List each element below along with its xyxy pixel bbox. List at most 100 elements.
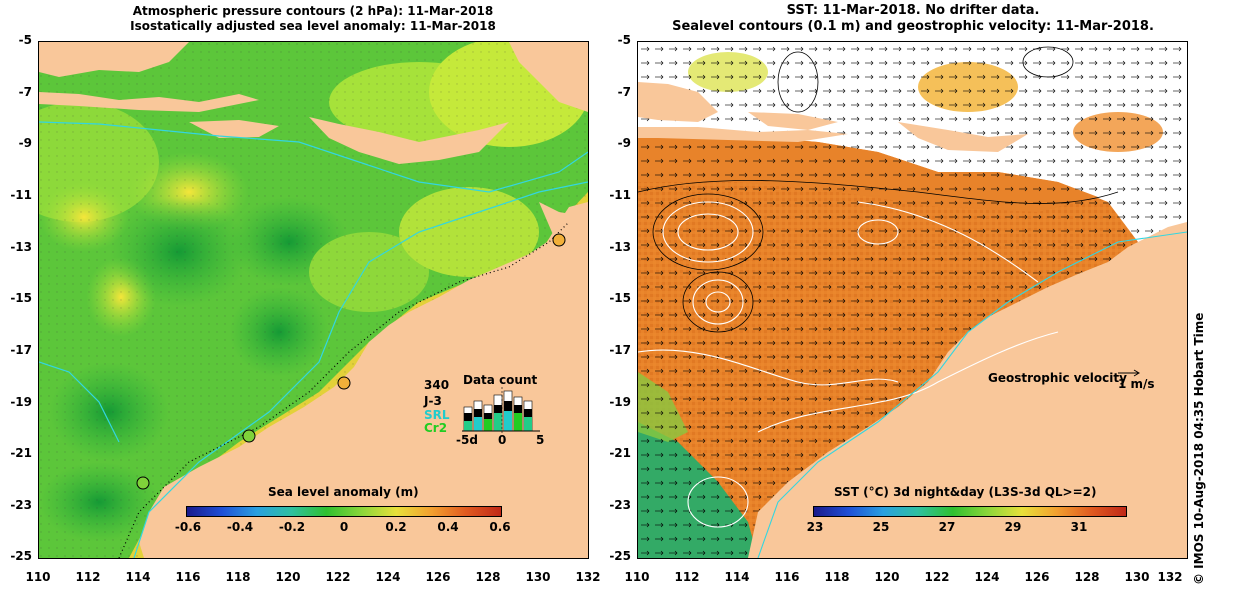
tide-gauge-marker — [242, 429, 256, 443]
tide-gauge-marker — [136, 476, 150, 490]
bathymetry-contour — [39, 361, 120, 443]
x-tick-label: 112 — [674, 570, 700, 584]
imos-credit: © IMOS 10-Aug-2018 04:35 Hobart Time — [1192, 285, 1216, 585]
y-tick-label: -23 — [10, 498, 32, 512]
colorbar-tick: 29 — [1004, 520, 1022, 534]
histogram-tick-minus5d: -5d — [456, 433, 478, 447]
left-title-line1: Atmospheric pressure contours (2 hPa): 1… — [132, 4, 494, 18]
x-tick-label: 124 — [974, 570, 1000, 584]
australia-land — [139, 202, 588, 558]
y-tick-label: -13 — [609, 240, 631, 254]
colorbar-tick: 27 — [938, 520, 956, 534]
velocity-streamlines — [638, 46, 1119, 333]
x-tick-label: 120 — [275, 570, 301, 584]
java-land — [638, 82, 718, 122]
x-tick-label: 118 — [225, 570, 251, 584]
y-tick-label: -7 — [18, 85, 32, 99]
sea-level-map — [38, 41, 589, 559]
x-tick-label: 130 — [1124, 570, 1150, 584]
y-tick-label: -25 — [10, 549, 32, 563]
histogram-tick-0: 0 — [498, 433, 507, 447]
y-tick-label: -13 — [10, 240, 32, 254]
geostrophic-velocity-label: Geostrophic velocity — [988, 371, 1127, 385]
satellite-cr2-label: Cr2 — [424, 421, 448, 435]
histogram-tick-5: 5 — [536, 433, 545, 447]
y-tick-label: -15 — [10, 291, 32, 305]
colorbar-tick: -0.4 — [226, 520, 254, 534]
x-tick-label: 126 — [1024, 570, 1050, 584]
tide-gauge-marker — [552, 233, 566, 247]
colorbar-tick: -0.6 — [174, 520, 202, 534]
sst-map-svg — [638, 42, 1187, 558]
coastline-dotted — [118, 221, 570, 558]
bathymetry-contour — [39, 121, 588, 193]
x-tick-label: 114 — [724, 570, 750, 584]
x-tick-label: 116 — [175, 570, 201, 584]
x-tick-label: 110 — [25, 570, 51, 584]
y-tick-label: -21 — [609, 446, 631, 460]
sla-colorbar-label: Sea level anomaly (m) — [268, 485, 419, 499]
right-title-line2: Sealevel contours (0.1 m) and geostrophi… — [672, 19, 1154, 34]
colorbar-tick: 25 — [872, 520, 890, 534]
imos-credit-text: © IMOS 10-Aug-2018 04:35 Hobart Time — [1192, 312, 1206, 585]
x-tick-label: 128 — [475, 570, 501, 584]
sealevel-contours — [638, 201, 1059, 528]
colorbar-tick: 23 — [806, 520, 824, 534]
nusa-tenggara-land — [39, 92, 259, 112]
left-title-line2: Isostatically adjusted sea level anomaly… — [130, 19, 496, 33]
satellite-srl-label: SRL — [424, 408, 450, 422]
y-tick-label: -25 — [609, 549, 631, 563]
x-tick-label: 112 — [75, 570, 101, 584]
x-tick-label: 118 — [824, 570, 850, 584]
x-tick-label: 128 — [1074, 570, 1100, 584]
arnhem-land — [539, 202, 588, 237]
colorbar-tick: 0.6 — [489, 520, 511, 534]
y-tick-label: -9 — [18, 136, 32, 150]
java-land — [39, 42, 189, 77]
y-tick-label: -9 — [617, 136, 631, 150]
x-tick-label: 130 — [525, 570, 551, 584]
x-tick-label: 116 — [774, 570, 800, 584]
sst-map — [637, 41, 1188, 559]
australia-land — [748, 222, 1187, 558]
y-tick-label: -7 — [617, 85, 631, 99]
tide-gauge-marker — [337, 376, 351, 390]
y-tick-label: -5 — [18, 33, 32, 47]
data-count-histogram — [462, 387, 540, 433]
sulawesi-land — [509, 42, 588, 112]
x-tick-label: 124 — [375, 570, 401, 584]
x-tick-label: 132 — [1157, 570, 1183, 584]
colorbar-tick: 0.4 — [437, 520, 459, 534]
x-tick-label: 122 — [325, 570, 351, 584]
x-tick-label: 114 — [125, 570, 151, 584]
y-tick-label: -19 — [10, 395, 32, 409]
velocity-scale-arrow-icon — [1118, 369, 1140, 377]
y-tick-label: -23 — [609, 498, 631, 512]
bathymetry-contour — [757, 231, 1187, 558]
sst-colorbar-label: SST (°C) 3d night&day (L3S-3d QL>=2) — [834, 485, 1097, 499]
x-tick-label: 122 — [924, 570, 950, 584]
y-tick-label: -17 — [609, 343, 631, 357]
y-tick-label: -11 — [609, 188, 631, 202]
timor-land — [898, 122, 1028, 152]
colorbar-tick: 0 — [339, 520, 349, 534]
data-count-title: Data count — [463, 373, 538, 387]
satellite-340-label: 340 — [424, 378, 450, 392]
sumba-land — [189, 120, 279, 138]
satellite-j3-label: J-3 — [424, 394, 442, 408]
colorbar-tick: -0.2 — [278, 520, 306, 534]
sea-level-map-svg — [39, 42, 588, 558]
y-tick-label: -17 — [10, 343, 32, 357]
y-tick-label: -5 — [617, 33, 631, 47]
y-tick-label: -19 — [609, 395, 631, 409]
sla-colorbar — [186, 506, 502, 517]
colorbar-tick: 0.2 — [385, 520, 407, 534]
sst-colorbar — [813, 506, 1127, 517]
nusa-tenggara-land — [638, 127, 848, 142]
timor-land — [309, 117, 509, 164]
x-tick-label: 110 — [624, 570, 650, 584]
x-tick-label: 120 — [874, 570, 900, 584]
x-tick-label: 126 — [425, 570, 451, 584]
bathymetry-contour — [133, 181, 588, 558]
right-title-line1: SST: 11-Mar-2018. No drifter data. — [786, 3, 1040, 18]
